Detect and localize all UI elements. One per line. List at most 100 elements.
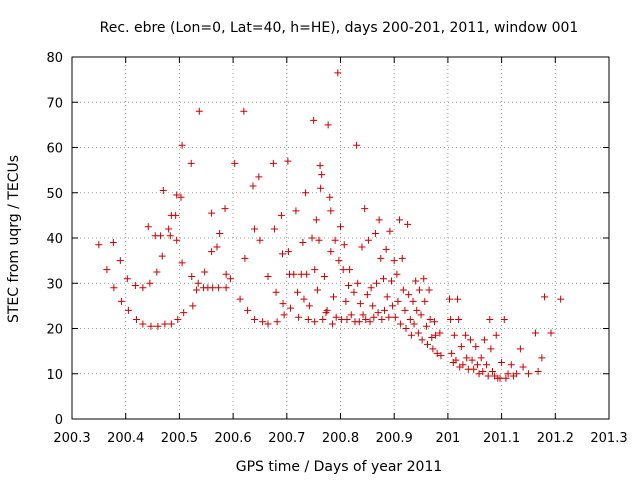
data-point: [264, 272, 272, 280]
data-point: [277, 211, 285, 219]
data-point: [335, 257, 343, 265]
data-point: [284, 248, 292, 256]
data-point: [448, 349, 456, 357]
data-point: [418, 336, 426, 344]
data-point: [354, 279, 362, 287]
data-point: [454, 295, 462, 303]
x-tick-label: 200.3: [53, 431, 90, 446]
data-point: [502, 374, 510, 382]
data-point: [330, 293, 338, 301]
grid: [72, 57, 609, 419]
data-point: [310, 116, 318, 124]
x-tick-label: 200.7: [268, 431, 305, 446]
data-point: [370, 313, 378, 321]
data-point: [313, 286, 321, 294]
data-point: [161, 320, 169, 328]
data-point: [487, 345, 495, 353]
y-tick-label: 10: [46, 368, 63, 383]
data-point: [132, 315, 140, 323]
data-point: [327, 207, 335, 215]
data-point: [377, 254, 385, 262]
data-point: [189, 302, 197, 310]
data-point: [240, 107, 248, 115]
data-point: [324, 121, 332, 129]
data-point: [468, 356, 476, 364]
data-point: [311, 266, 319, 274]
data-point: [195, 107, 203, 115]
data-point: [264, 320, 272, 328]
data-point: [300, 295, 308, 303]
data-point: [95, 241, 103, 249]
data-point: [496, 374, 504, 382]
data-point: [311, 318, 319, 326]
data-point: [386, 227, 394, 235]
data-point: [415, 286, 423, 294]
data-point: [251, 315, 259, 323]
chart-title: Rec. ebre (Lon=0, Lat=40, h=HE), days 20…: [100, 20, 579, 36]
data-point: [320, 272, 328, 280]
data-point: [157, 232, 165, 240]
y-tick-label: 20: [46, 323, 63, 338]
data-point: [361, 205, 369, 213]
data-point: [541, 293, 549, 301]
data-point: [364, 236, 372, 244]
data-point: [244, 306, 252, 314]
y-axis-label: STEC from uqrg / TECUs: [6, 155, 22, 323]
data-point: [379, 275, 387, 283]
x-tick-label: 201.1: [483, 431, 520, 446]
data-point: [437, 352, 445, 360]
data-point: [479, 367, 487, 375]
data-point: [342, 297, 350, 305]
data-point: [356, 300, 364, 308]
data-point: [473, 361, 481, 369]
x-tick-label: 201.2: [537, 431, 574, 446]
data-point: [345, 282, 353, 290]
data-point: [557, 295, 565, 303]
data-point: [432, 331, 440, 339]
x-tick-label: 200.9: [376, 431, 413, 446]
data-point: [426, 315, 434, 323]
data-point: [231, 159, 239, 167]
data-point: [346, 266, 354, 274]
data-point: [178, 141, 186, 149]
data-point: [294, 288, 302, 296]
data-point: [457, 343, 465, 351]
data-point: [463, 354, 471, 362]
data-point: [187, 159, 195, 167]
data-point: [334, 69, 342, 77]
data-point: [414, 329, 422, 337]
y-tick-label: 70: [46, 96, 63, 111]
x-tick-label: 200.8: [322, 431, 359, 446]
data-point: [452, 356, 460, 364]
data-point: [507, 361, 515, 369]
data-point: [290, 270, 298, 278]
data-point: [369, 302, 377, 310]
data-point: [303, 270, 311, 278]
data-point: [208, 209, 216, 217]
y-tick-label: 40: [46, 232, 63, 247]
data-point: [255, 173, 263, 181]
data-point: [295, 313, 303, 321]
data-point: [378, 315, 386, 323]
data-point: [209, 284, 217, 292]
data-point: [292, 207, 300, 215]
data-point: [477, 354, 485, 362]
data-point: [450, 331, 458, 339]
data-point: [547, 329, 555, 337]
data-point: [208, 248, 216, 256]
data-point: [177, 193, 185, 201]
data-point: [385, 313, 393, 321]
data-point: [339, 266, 347, 274]
data-point: [259, 318, 267, 326]
data-point: [397, 320, 405, 328]
data-point: [436, 329, 444, 337]
data-point: [173, 191, 181, 199]
data-point: [433, 349, 441, 357]
data-point: [154, 322, 162, 330]
data-point: [153, 268, 161, 276]
data-point: [394, 297, 402, 305]
data-point: [500, 315, 508, 323]
data-point: [166, 232, 174, 240]
data-point: [222, 284, 230, 292]
data-point: [269, 159, 277, 167]
